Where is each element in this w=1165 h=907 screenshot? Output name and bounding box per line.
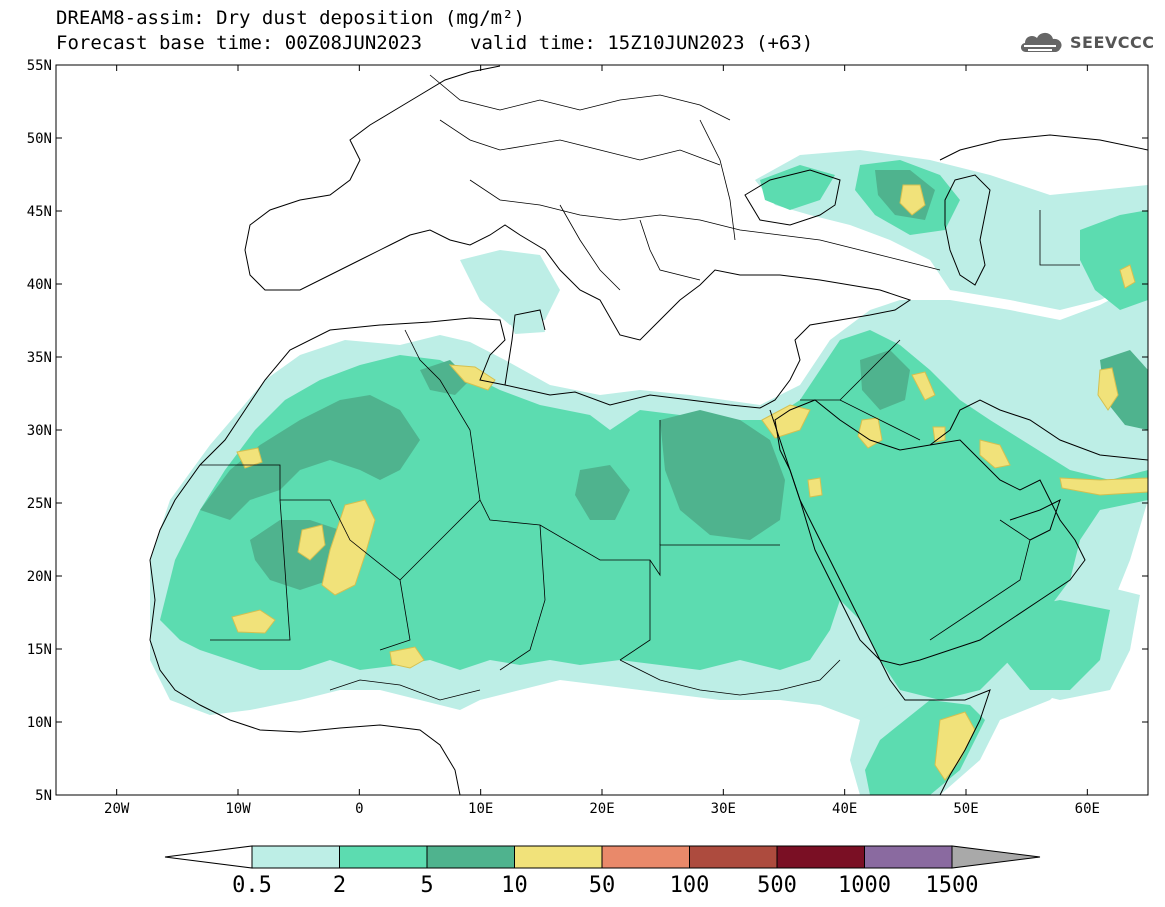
lat-axis: 55N 50N 45N 40N 35N 30N 25N 20N 15N 10N 5N [27, 58, 1148, 804]
colorbar-over-triangle [951, 845, 1041, 869]
colorbar-swatch [339, 845, 428, 869]
country-borders [200, 74, 1080, 701]
lat-tick-label: 40N [27, 277, 52, 293]
lon-tick-label: 20E [589, 801, 614, 817]
colorbar-swatch [426, 845, 515, 869]
colorbar-label: 1000 [838, 873, 891, 898]
lon-tick-label: 30E [711, 801, 736, 817]
lat-tick-label: 5N [35, 788, 52, 804]
colorbar-label: 100 [670, 873, 710, 898]
colorbar-label: 2 [333, 873, 346, 898]
lat-tick-label: 55N [27, 58, 52, 74]
colorbar-swatch [864, 845, 953, 869]
lon-tick-label: 60E [1075, 801, 1100, 817]
lat-tick-label: 45N [27, 204, 52, 220]
lon-tick-label: 10W [225, 801, 251, 817]
lon-tick-label: 20W [104, 801, 130, 817]
lon-axis: 20W 10W 0 10E 20E 30E 40E 50E 60E [104, 65, 1100, 817]
dust-level-10 [231, 184, 1148, 781]
colorbar-swatch [601, 845, 690, 869]
lat-tick-label: 30N [27, 423, 52, 439]
logo: SEEVCCC [1018, 28, 1155, 56]
colorbar-legend: 0.5 2 5 10 50 100 500 1000 1500 [164, 845, 1041, 898]
colorbar-label: 500 [757, 873, 797, 898]
colorbar-label: 10 [501, 873, 528, 898]
map-title: DREAM8-assim: Dry dust deposition (mg/m²… [56, 7, 525, 29]
dust-field [150, 150, 1148, 795]
colorbar-swatch [689, 845, 778, 869]
lat-tick-label: 25N [27, 496, 52, 512]
colorbar-swatch [514, 845, 603, 869]
lat-tick-label: 35N [27, 350, 52, 366]
colorbar-swatch [776, 845, 865, 869]
valid-time: valid time: 15Z10JUN2023 (+63) [470, 32, 814, 54]
lon-tick-label: 50E [953, 801, 978, 817]
lon-tick-label: 40E [832, 801, 857, 817]
colorbar-label: 1500 [926, 873, 979, 898]
dust-level-5 [200, 170, 1148, 590]
colorbar-label: 50 [589, 873, 616, 898]
lon-tick-label: 0 [355, 801, 363, 817]
base-time: Forecast base time: 00Z08JUN2023 [56, 32, 423, 54]
forecast-times: Forecast base time: 00Z08JUN2023 valid ti… [56, 33, 813, 53]
lat-tick-label: 20N [27, 569, 52, 585]
colorbar-label: 5 [420, 873, 433, 898]
lat-tick-label: 15N [27, 642, 52, 658]
coastlines [149, 65, 1148, 795]
lat-tick-label: 10N [27, 715, 52, 731]
lat-tick-label: 50N [27, 131, 52, 147]
colorbar-swatch [251, 845, 340, 869]
colorbar-under-triangle [164, 845, 253, 869]
cloud-logo-icon [1020, 32, 1062, 52]
lon-tick-label: 10E [468, 801, 493, 817]
colorbar-label: 0.5 [232, 873, 272, 898]
logo-text: SEEVCCC [1070, 32, 1155, 52]
